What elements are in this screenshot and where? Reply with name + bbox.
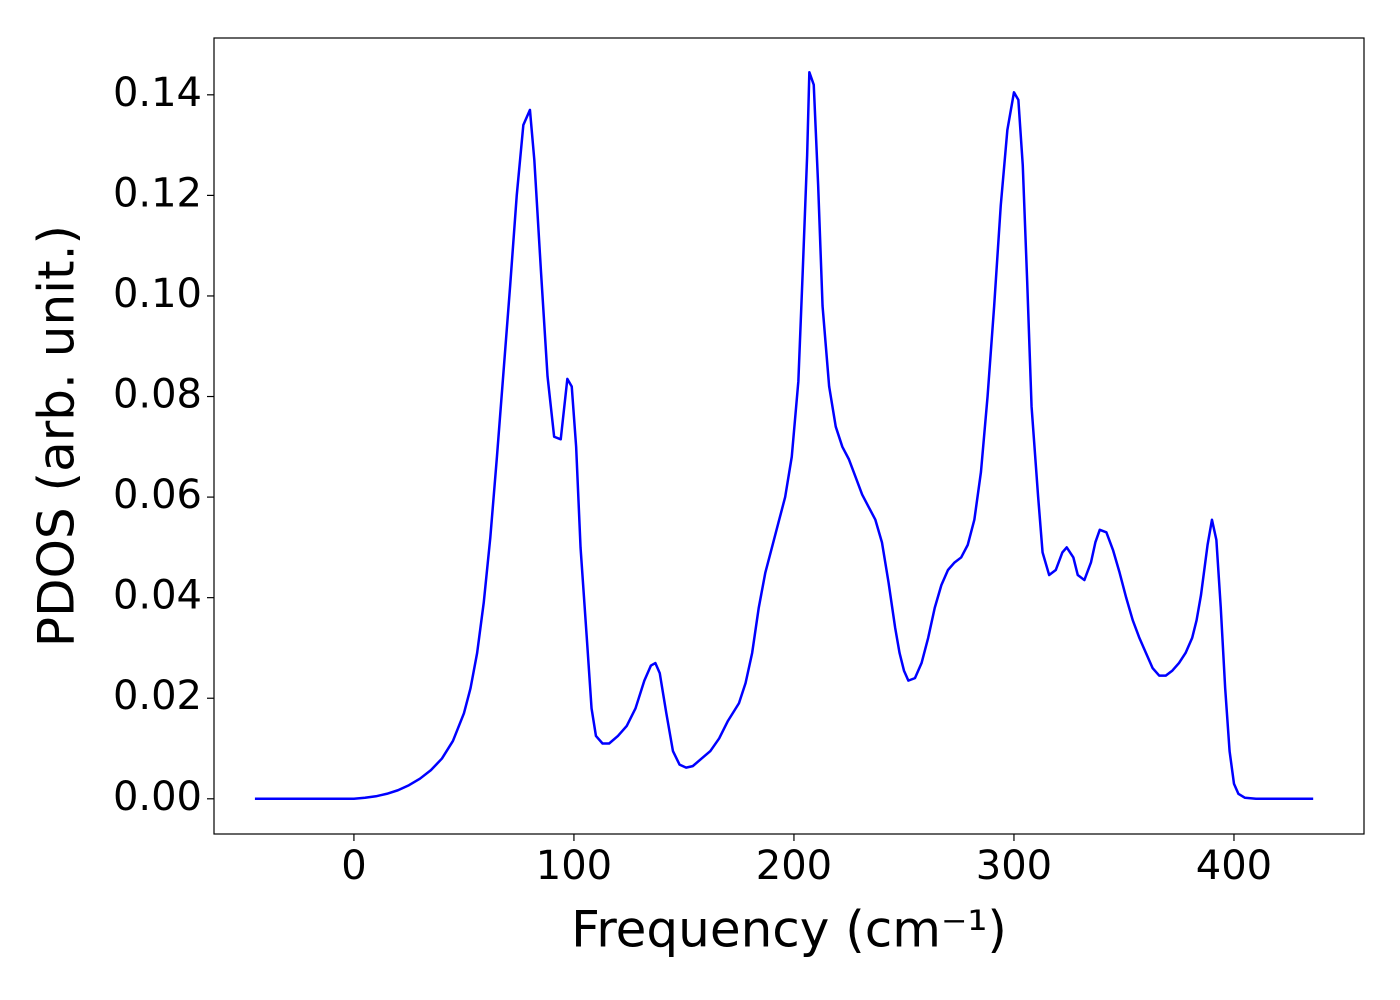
y-tick-label: 0.08 [113, 372, 202, 418]
x-axis-label: Frequency (cm⁻¹) [571, 901, 1007, 959]
y-tick-label: 0.00 [113, 774, 202, 820]
x-tick-label: 200 [756, 843, 832, 889]
x-tick-label: 0 [341, 843, 366, 889]
y-tick-label: 0.04 [113, 573, 202, 619]
data-line [254, 70, 1314, 801]
y-tick-label: 0.06 [113, 472, 202, 518]
plot-frame [213, 37, 1365, 835]
y-axis-label: PDOS (arb. unit.) [28, 225, 86, 647]
x-tick-label: 100 [536, 843, 612, 889]
y-tick-label: 0.14 [113, 70, 202, 116]
y-tick-label: 0.02 [113, 673, 202, 719]
x-tick-label: 400 [1196, 843, 1272, 889]
x-tick-label: 300 [976, 843, 1052, 889]
y-tick-label: 0.12 [113, 170, 202, 216]
y-tick-label: 0.10 [113, 271, 202, 317]
